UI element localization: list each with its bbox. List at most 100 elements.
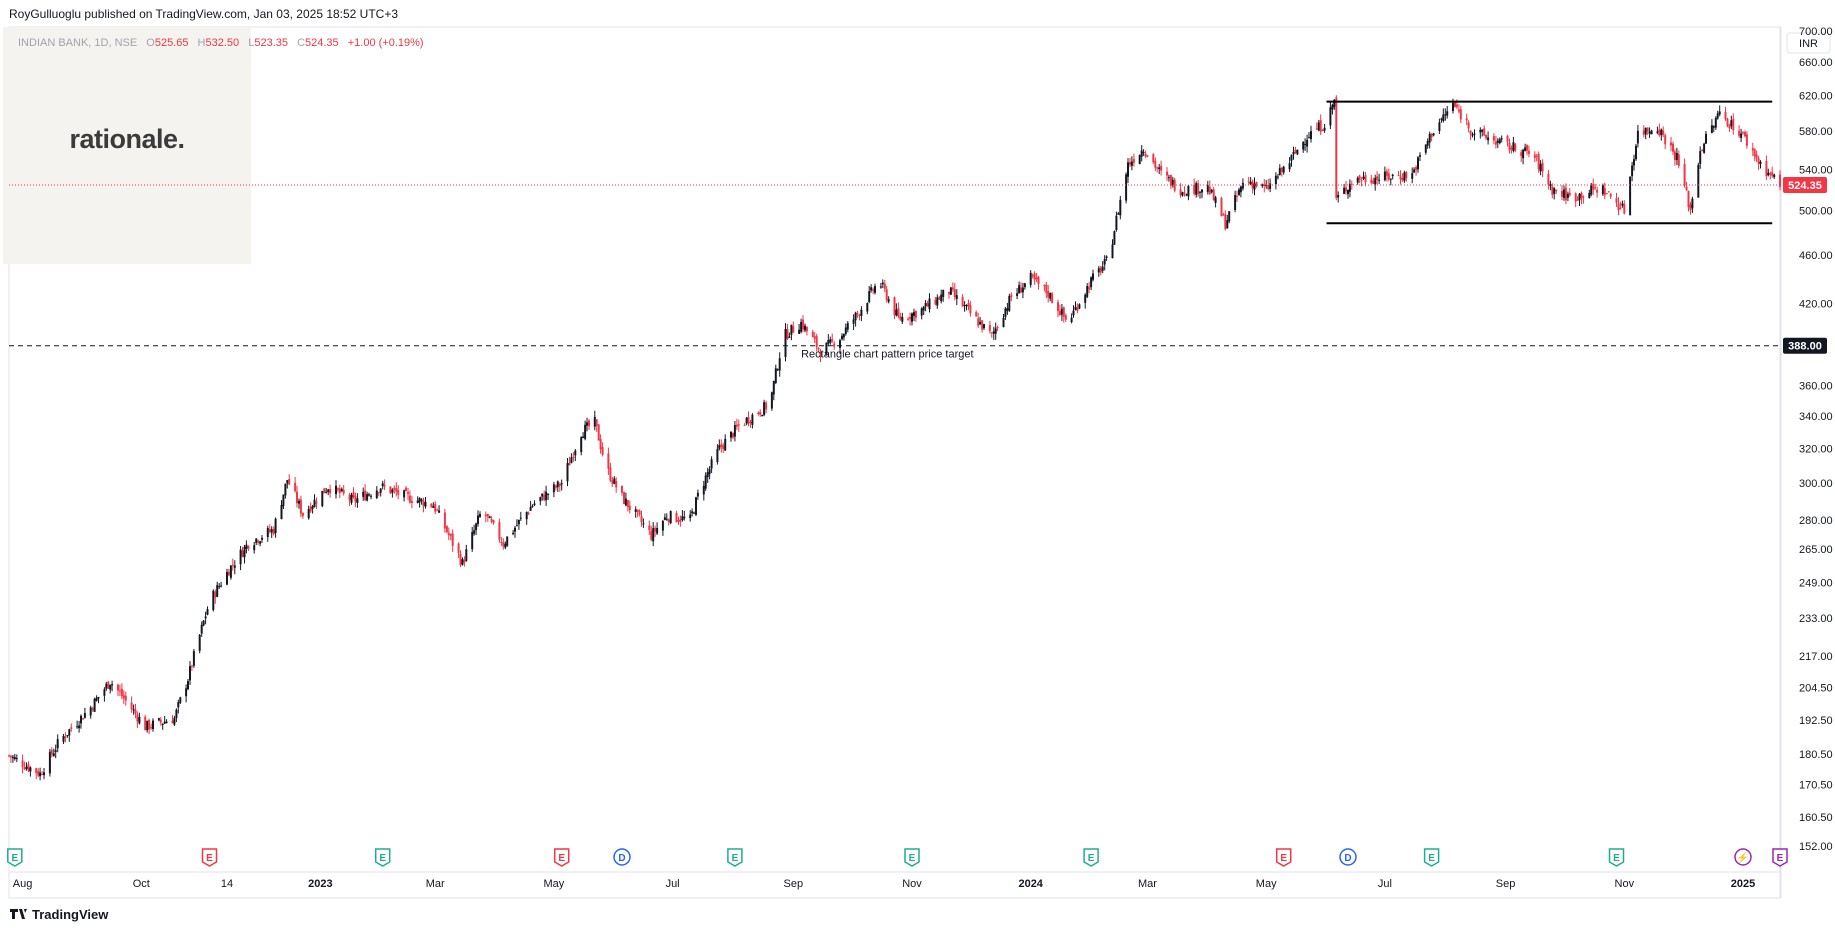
candle-body	[243, 546, 246, 558]
last-price-axis-label: 524.35	[1788, 180, 1822, 192]
candle-body	[83, 713, 86, 718]
price-axis[interactable]: 152.00 160.50 170.50 180.50 192.50 204.50 217.…	[1799, 26, 1833, 853]
event-marker[interactable]: E	[727, 848, 743, 867]
candle-body	[82, 718, 84, 720]
event-marker[interactable]: E	[1772, 848, 1788, 867]
candle-body	[335, 485, 337, 495]
candle-body	[1119, 199, 1122, 216]
candle-body	[1411, 173, 1414, 179]
candle-body	[1496, 140, 1499, 143]
candle-body	[370, 495, 372, 497]
candle-body	[1058, 310, 1061, 316]
candle-body	[981, 320, 984, 330]
candle-body	[1274, 175, 1277, 185]
candle-body	[443, 512, 446, 529]
candle-body	[420, 499, 423, 501]
candle-body	[403, 490, 406, 498]
candle-body	[39, 772, 42, 777]
candle-body	[1156, 167, 1159, 169]
candle-body	[340, 488, 343, 492]
event-marker[interactable]: E	[1423, 848, 1440, 867]
candle-body	[348, 494, 351, 501]
candle-body	[410, 500, 413, 503]
candle-body	[615, 481, 618, 488]
candle-body	[1444, 114, 1447, 116]
candle-body	[1710, 125, 1713, 133]
event-marker[interactable]: E	[1083, 848, 1099, 867]
candle-body	[533, 503, 536, 505]
candle-body	[901, 316, 904, 322]
candle-body	[813, 336, 816, 339]
event-marker[interactable]: E	[904, 848, 920, 867]
tradingview-logo[interactable]: TradingView	[10, 907, 109, 922]
candle-body	[1302, 142, 1305, 150]
candle-body	[1364, 175, 1367, 183]
time-tick-label: May	[1256, 878, 1277, 890]
candle-body	[1004, 308, 1007, 317]
candle-body	[109, 684, 112, 690]
candle-body	[1744, 132, 1746, 137]
event-marker[interactable]: E	[7, 848, 23, 867]
price-tick-label: 320.00	[1799, 444, 1833, 456]
candle-body	[1090, 277, 1093, 288]
price-tick-label: 192.50	[1799, 715, 1833, 727]
candle-body	[502, 542, 505, 547]
event-marker[interactable]: D	[613, 848, 631, 866]
candle-body	[1582, 196, 1585, 198]
candle-body	[1481, 129, 1484, 132]
candle-body	[1160, 165, 1163, 171]
footer-brand: TradingView	[32, 907, 109, 922]
candle-body	[405, 487, 407, 492]
candle-body	[475, 523, 478, 531]
candle-body	[1397, 175, 1400, 177]
candle-body	[395, 488, 398, 492]
candle-body	[515, 525, 518, 527]
candle-body	[1173, 179, 1176, 191]
candle-body	[1601, 185, 1604, 194]
candle-body	[965, 305, 968, 307]
candle-body	[626, 500, 629, 508]
candle-body	[751, 414, 754, 425]
candle-body	[1331, 104, 1334, 110]
candle-body	[1292, 152, 1295, 155]
candle-body	[1033, 273, 1036, 280]
candle-body	[1675, 153, 1678, 160]
event-marker[interactable]: E	[1275, 848, 1292, 867]
candle-body	[743, 424, 746, 426]
price-tick-label: 300.00	[1799, 478, 1833, 490]
candle-body	[899, 316, 902, 320]
candle-body	[78, 725, 81, 729]
event-marker[interactable]: E	[1608, 848, 1625, 867]
candle-body	[733, 425, 736, 437]
candle-body	[342, 489, 345, 494]
currency-badge: INR	[1799, 38, 1818, 50]
event-marker[interactable]: E	[553, 848, 570, 867]
candle-body	[486, 514, 489, 517]
candle-body	[1454, 102, 1456, 107]
event-marker[interactable]: E	[374, 848, 391, 867]
candle-body	[1144, 153, 1147, 157]
event-marker[interactable]: D	[1339, 848, 1357, 866]
candle-body	[1253, 183, 1256, 190]
candle-body	[1742, 132, 1744, 134]
candle-body	[1362, 176, 1365, 179]
event-marker[interactable]: ⚡	[1734, 848, 1752, 866]
candle-body	[566, 463, 569, 482]
candle-body	[872, 289, 875, 291]
candle-body	[325, 491, 328, 493]
candle-body	[825, 342, 828, 356]
event-marker[interactable]: E	[201, 848, 218, 867]
candle-body	[1321, 130, 1324, 132]
currency-badge-box[interactable]	[1786, 32, 1831, 54]
candle-body	[298, 500, 300, 504]
candle-body	[1687, 191, 1690, 208]
time-tick-label: Sep	[784, 878, 804, 890]
candle-body	[1031, 275, 1034, 277]
earnings-icon	[553, 848, 570, 867]
candle-body	[1512, 142, 1515, 151]
candle-body	[498, 522, 501, 540]
candle-body	[185, 688, 188, 697]
candle-body	[66, 735, 69, 737]
time-axis[interactable]: Aug Oct 14 2023 Mar May Jul Sep Nov 2024 Mar May Jul…	[13, 878, 1755, 890]
